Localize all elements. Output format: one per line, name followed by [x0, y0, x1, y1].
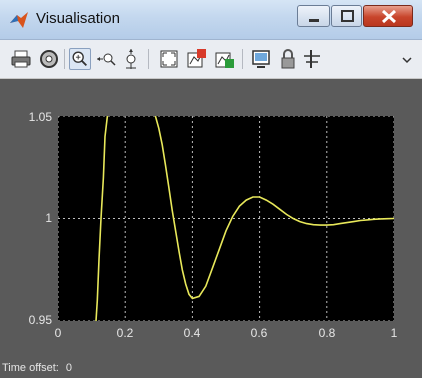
chevron-icon[interactable] — [396, 48, 418, 70]
toolbar — [0, 40, 422, 79]
x-tick-label: 0.4 — [183, 326, 201, 340]
time-offset-label: Time offset: — [2, 362, 59, 374]
title-bar[interactable]: Visualisation — [0, 0, 422, 40]
zoom-icon[interactable] — [69, 48, 91, 70]
x-tick-label: 0.2 — [116, 326, 134, 340]
minimize-button[interactable] — [297, 5, 330, 27]
autoscale-icon[interactable] — [158, 48, 180, 70]
series-line — [95, 115, 109, 322]
zoom-y-icon[interactable] — [120, 48, 142, 70]
lock-icon[interactable] — [277, 48, 299, 70]
window-title: Visualisation — [36, 10, 120, 27]
save-axes-icon[interactable] — [186, 48, 208, 70]
separator — [64, 49, 65, 69]
plot-canvas — [57, 115, 395, 322]
grid-lines — [57, 115, 395, 322]
signal-trace — [95, 115, 395, 322]
restore-axes-icon[interactable] — [214, 48, 236, 70]
x-tick-label: 0 — [54, 326, 62, 340]
separator — [148, 49, 149, 69]
x-tick-label: 0.8 — [318, 326, 336, 340]
time-offset-status: Time offset: 0 — [2, 362, 72, 374]
zoom-x-icon[interactable] — [95, 48, 117, 70]
time-offset-value: 0 — [65, 362, 73, 374]
plot-axes[interactable] — [57, 115, 395, 322]
float-icon[interactable] — [250, 48, 272, 70]
matlab-logo-icon — [10, 12, 28, 28]
series-line — [154, 115, 395, 300]
x-tick-label: 0.6 — [250, 326, 268, 340]
maximize-icon — [341, 10, 354, 22]
parameters-icon[interactable] — [38, 48, 60, 70]
x-tick-label: 1 — [390, 326, 398, 340]
separator — [242, 49, 243, 69]
close-icon — [381, 9, 397, 24]
select-signals-icon[interactable] — [301, 48, 323, 70]
y-tick-label: 1 — [45, 211, 52, 225]
y-tick-label: 1.05 — [28, 110, 52, 124]
print-icon[interactable] — [10, 48, 32, 70]
minimize-icon — [309, 19, 319, 22]
y-tick-label: 0.95 — [28, 313, 52, 327]
maximize-button[interactable] — [331, 5, 362, 27]
close-button[interactable] — [363, 5, 413, 27]
